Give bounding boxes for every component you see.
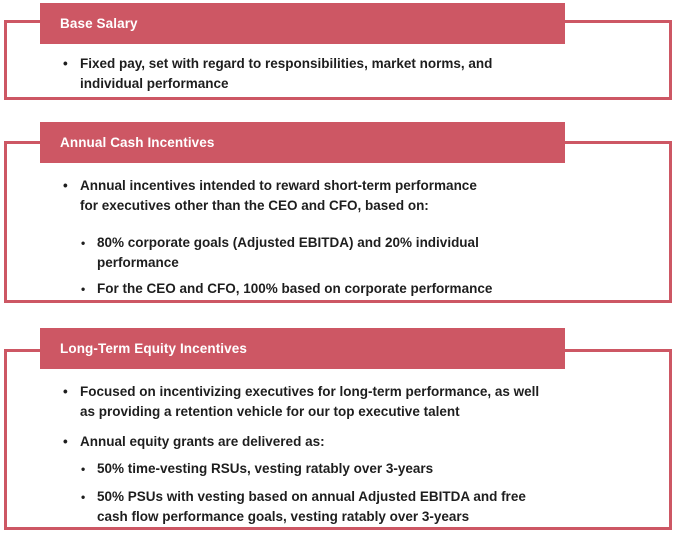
section-title: Base Salary [60, 16, 138, 31]
bullet-icon [81, 487, 97, 507]
bullet-icon [81, 233, 97, 253]
bullet-list: Focused on incentivizing executives for … [4, 382, 666, 527]
bullet-icon [81, 459, 97, 479]
list-item: Annual incentives intended to reward sho… [4, 176, 666, 216]
section-title: Long-Term Equity Incentives [60, 341, 247, 356]
section-header-banner: Base Salary [40, 3, 565, 44]
bullet-list: Annual incentives intended to reward sho… [4, 176, 666, 299]
list-item-text: Annual incentives intended to reward sho… [80, 178, 477, 213]
section-border-box [4, 349, 672, 530]
list-item-text: Fixed pay, set with regard to responsibi… [80, 56, 493, 91]
list-item: For the CEO and CFO, 100% based on corpo… [4, 279, 666, 299]
section-header-banner: Annual Cash Incentives [40, 122, 565, 163]
list-item-text: For the CEO and CFO, 100% based on corpo… [97, 281, 493, 296]
section-title: Annual Cash Incentives [60, 135, 215, 150]
bullet-icon [81, 279, 97, 299]
list-item: 50% PSUs with vesting based on annual Ad… [4, 487, 666, 527]
list-item: Focused on incentivizing executives for … [4, 382, 666, 422]
list-item: 50% time-vesting RSUs, vesting ratably o… [4, 459, 666, 479]
list-item: Fixed pay, set with regard to responsibi… [4, 54, 666, 94]
list-item: Annual equity grants are delivered as: [4, 432, 666, 452]
list-item-text: 80% corporate goals (Adjusted EBITDA) an… [97, 235, 479, 270]
list-item: 80% corporate goals (Adjusted EBITDA) an… [4, 233, 666, 273]
bullet-icon [63, 54, 80, 74]
section-header-banner: Long-Term Equity Incentives [40, 328, 565, 369]
bullet-icon [63, 432, 80, 452]
section-border-box [4, 141, 672, 303]
list-item-text: Annual equity grants are delivered as: [80, 434, 325, 449]
bullet-list: Fixed pay, set with regard to responsibi… [4, 54, 666, 94]
list-item-text: 50% time-vesting RSUs, vesting ratably o… [97, 461, 434, 476]
section-annual-cash-incentives: Annual Cash Incentives Annual incentives… [4, 122, 672, 303]
bullet-icon [63, 382, 80, 402]
list-item-text: 50% PSUs with vesting based on annual Ad… [97, 489, 526, 524]
list-item-text: Focused on incentivizing executives for … [80, 384, 540, 419]
section-base-salary: Base Salary Fixed pay, set with regard t… [4, 3, 672, 100]
section-long-term-equity-incentives: Long-Term Equity Incentives Focused on i… [4, 328, 672, 530]
bullet-icon [63, 176, 80, 196]
